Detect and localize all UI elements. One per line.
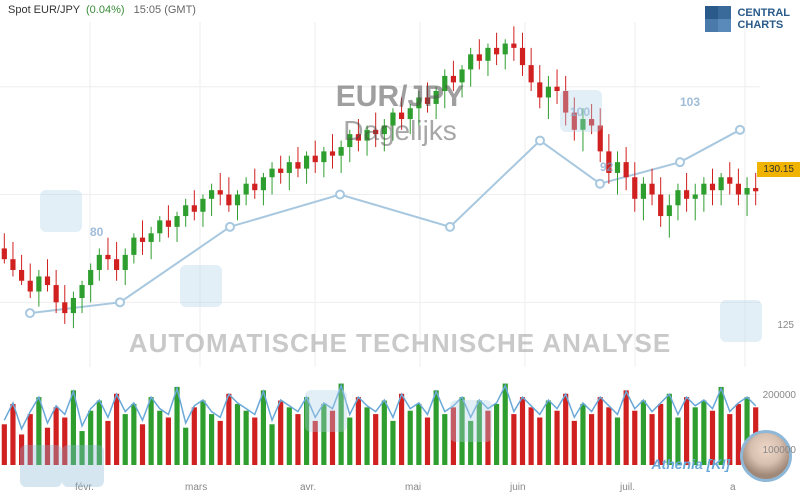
price-chart[interactable] — [0, 22, 760, 367]
watermark-icon — [720, 300, 762, 342]
symbol-label: Spot EUR/JPY — [8, 4, 80, 16]
vol-tick: 100000 — [763, 445, 796, 456]
x-axis: févr.marsavr.maijuinjuil.a — [0, 482, 760, 496]
change-pct: (0.04%) — [86, 4, 125, 16]
watermark-icon — [560, 90, 602, 132]
chart-header: Spot EUR/JPY (0.04%) 15:05 (GMT) — [8, 4, 196, 16]
current-price-tag: 130.15 — [757, 162, 800, 177]
athenia-label: Athenia [KI] — [651, 456, 730, 472]
watermark-icon — [180, 265, 222, 307]
watermark-subtitle: Dagelijks — [0, 115, 800, 147]
watermark-icon — [40, 190, 82, 232]
watermark-banner: AUTOMATISCHE TECHNISCHE ANALYSE — [0, 328, 800, 359]
timestamp: 15:05 (GMT) — [134, 4, 196, 16]
overlay-value: 103 — [680, 95, 700, 109]
watermark-icon — [305, 390, 347, 432]
avatar-icon[interactable] — [740, 430, 792, 482]
y-tick: 125 — [777, 320, 794, 331]
watermark-icon — [450, 400, 492, 442]
volume-chart[interactable] — [0, 370, 760, 465]
overlay-value: 80 — [90, 225, 103, 239]
watermark-icon — [20, 445, 62, 487]
overlay-value: 92 — [600, 160, 613, 174]
vol-tick: 200000 — [763, 390, 796, 401]
watermark-icon — [62, 445, 104, 487]
